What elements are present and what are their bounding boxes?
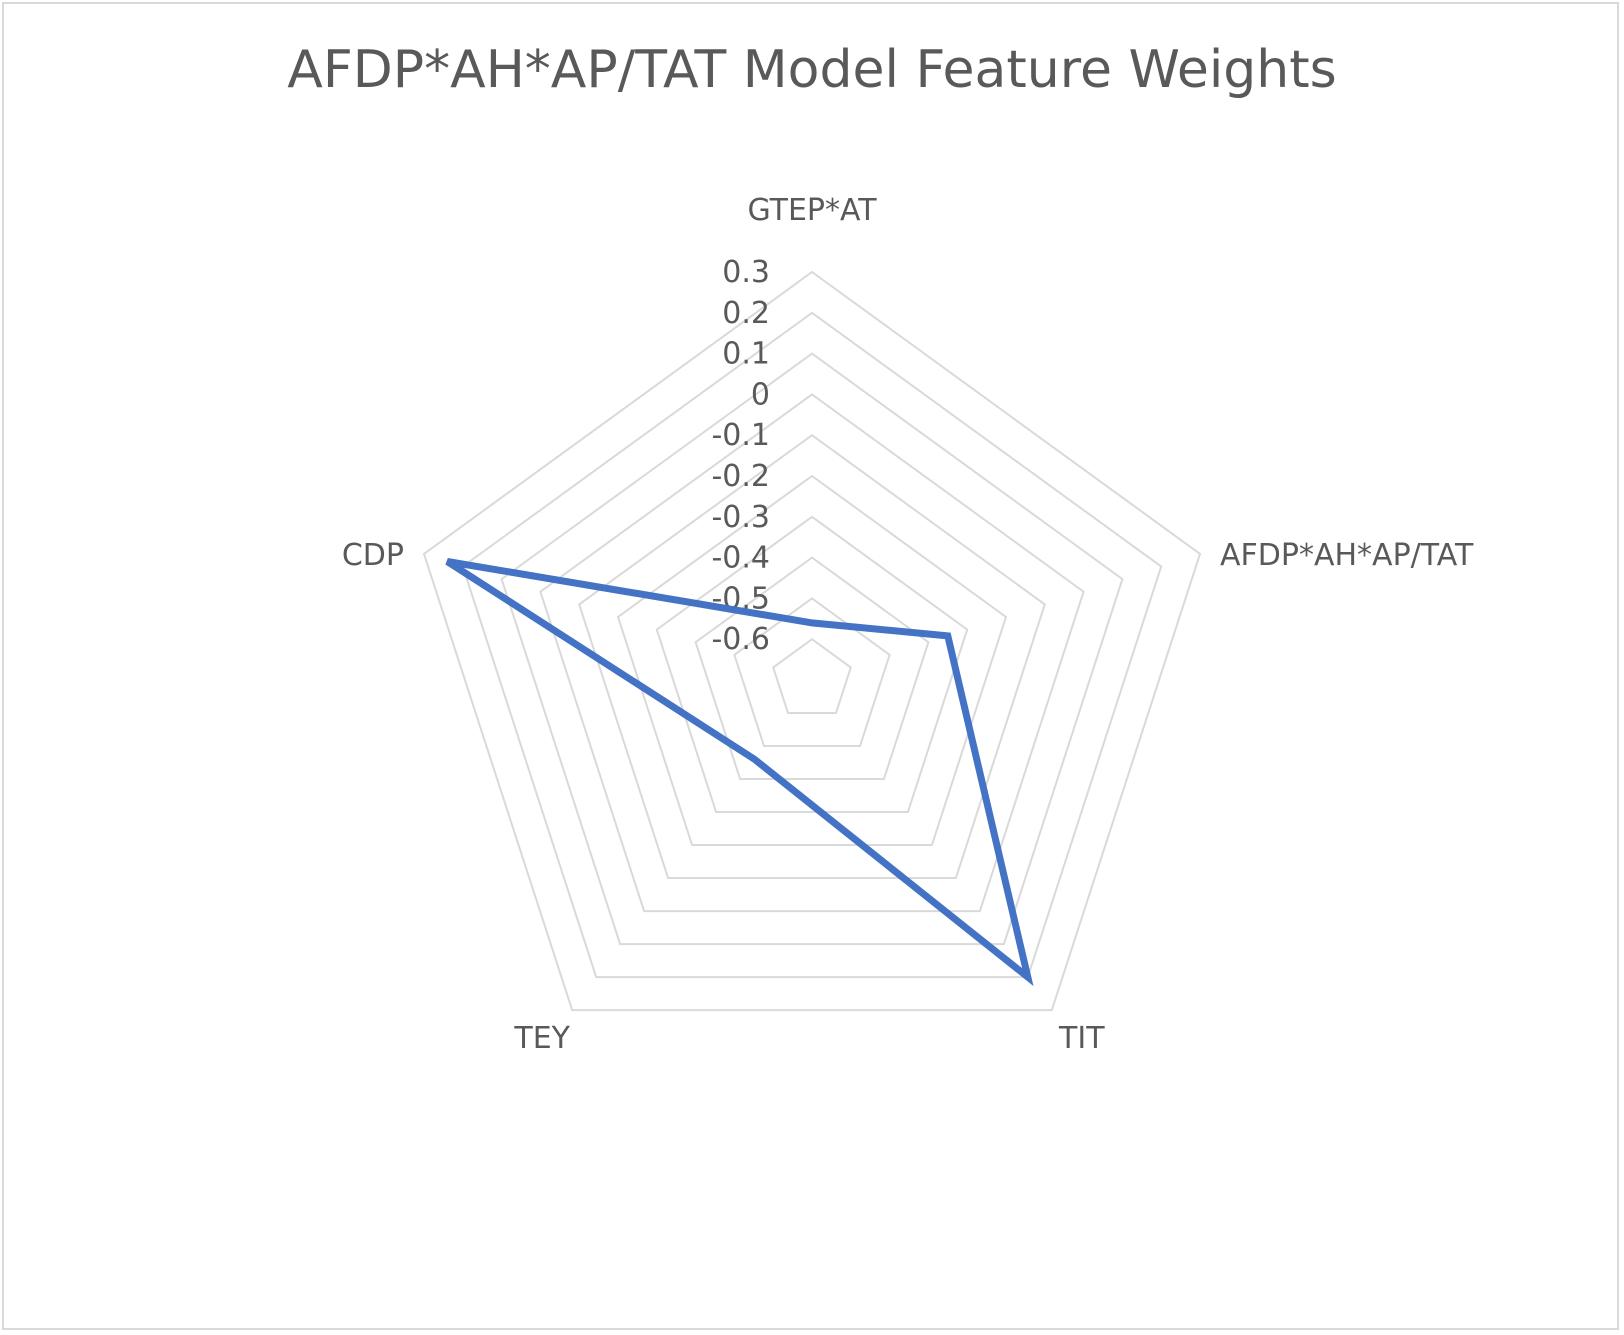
data-point-afdp-ah-ap-tat: [947, 635, 949, 637]
series-layer: [445, 558, 1034, 987]
axis-label-tit: TIT: [1058, 1021, 1105, 1056]
tick-label: 0.3: [722, 255, 770, 290]
grid-ring: [500, 352, 1124, 946]
tick-label: -0.1: [711, 418, 770, 453]
series-line: [445, 558, 1034, 987]
data-point-gtep-at: [811, 622, 813, 624]
data-point-tey: [753, 758, 755, 760]
grid-ring: [539, 393, 1085, 913]
tick-label: 0.2: [722, 296, 770, 331]
axis-labels: GTEP*AT AFDP*AH*AP/TAT TIT TEY CDP: [342, 193, 1474, 1056]
axis-label-tey: TEY: [513, 1021, 570, 1056]
data-point-tit: [1027, 976, 1029, 978]
grid-ring: [655, 515, 969, 813]
tick-label: 0.1: [722, 337, 770, 372]
axis-label-afdp-ah-ap-tat: AFDP*AH*AP/TAT: [1220, 538, 1474, 573]
tick-label: -0.4: [711, 541, 770, 576]
grid-ring: [694, 556, 930, 780]
tick-label: -0.3: [711, 500, 770, 535]
grid-ring: [461, 311, 1163, 979]
grid-ring: [733, 597, 891, 747]
tick-label: 0: [751, 377, 770, 412]
axis-label-gtep-at: GTEP*AT: [747, 193, 877, 228]
tick-label: -0.2: [711, 459, 770, 494]
grid-ring: [772, 637, 852, 714]
grid-ring: [578, 433, 1046, 879]
grid-ring: [616, 474, 1008, 846]
tick-label: -0.6: [711, 622, 770, 657]
chart-title: AFDP*AH*AP/TAT Model Feature Weights: [287, 40, 1337, 100]
axis-label-cdp: CDP: [342, 538, 404, 573]
grid-ring: [422, 270, 1202, 1012]
radar-grid: [422, 270, 1202, 1012]
data-point-cdp: [446, 561, 448, 562]
radial-ticks: 0.30.20.10-0.1-0.2-0.3-0.4-0.5-0.6: [711, 255, 770, 657]
